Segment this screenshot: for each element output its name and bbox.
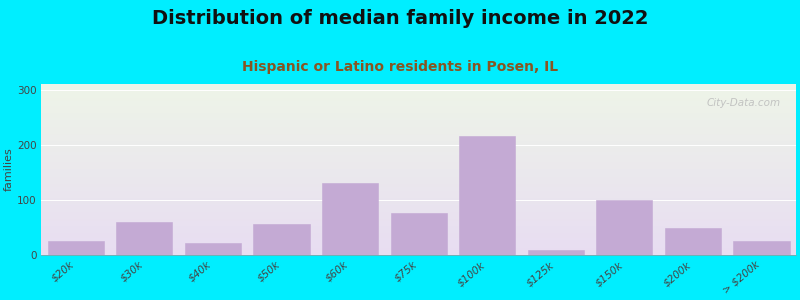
Text: Distribution of median family income in 2022: Distribution of median family income in …: [152, 9, 648, 28]
Bar: [390, 213, 446, 255]
Bar: [254, 224, 310, 255]
Bar: [322, 183, 378, 255]
Bar: [116, 222, 173, 255]
Bar: [734, 241, 790, 255]
Bar: [665, 228, 721, 255]
Bar: [528, 250, 584, 255]
Text: City-Data.com: City-Data.com: [706, 98, 781, 108]
Bar: [185, 243, 241, 255]
Text: Hispanic or Latino residents in Posen, IL: Hispanic or Latino residents in Posen, I…: [242, 60, 558, 74]
Bar: [459, 136, 515, 255]
Y-axis label: families: families: [4, 148, 14, 191]
Bar: [596, 200, 653, 255]
Bar: [48, 241, 104, 255]
